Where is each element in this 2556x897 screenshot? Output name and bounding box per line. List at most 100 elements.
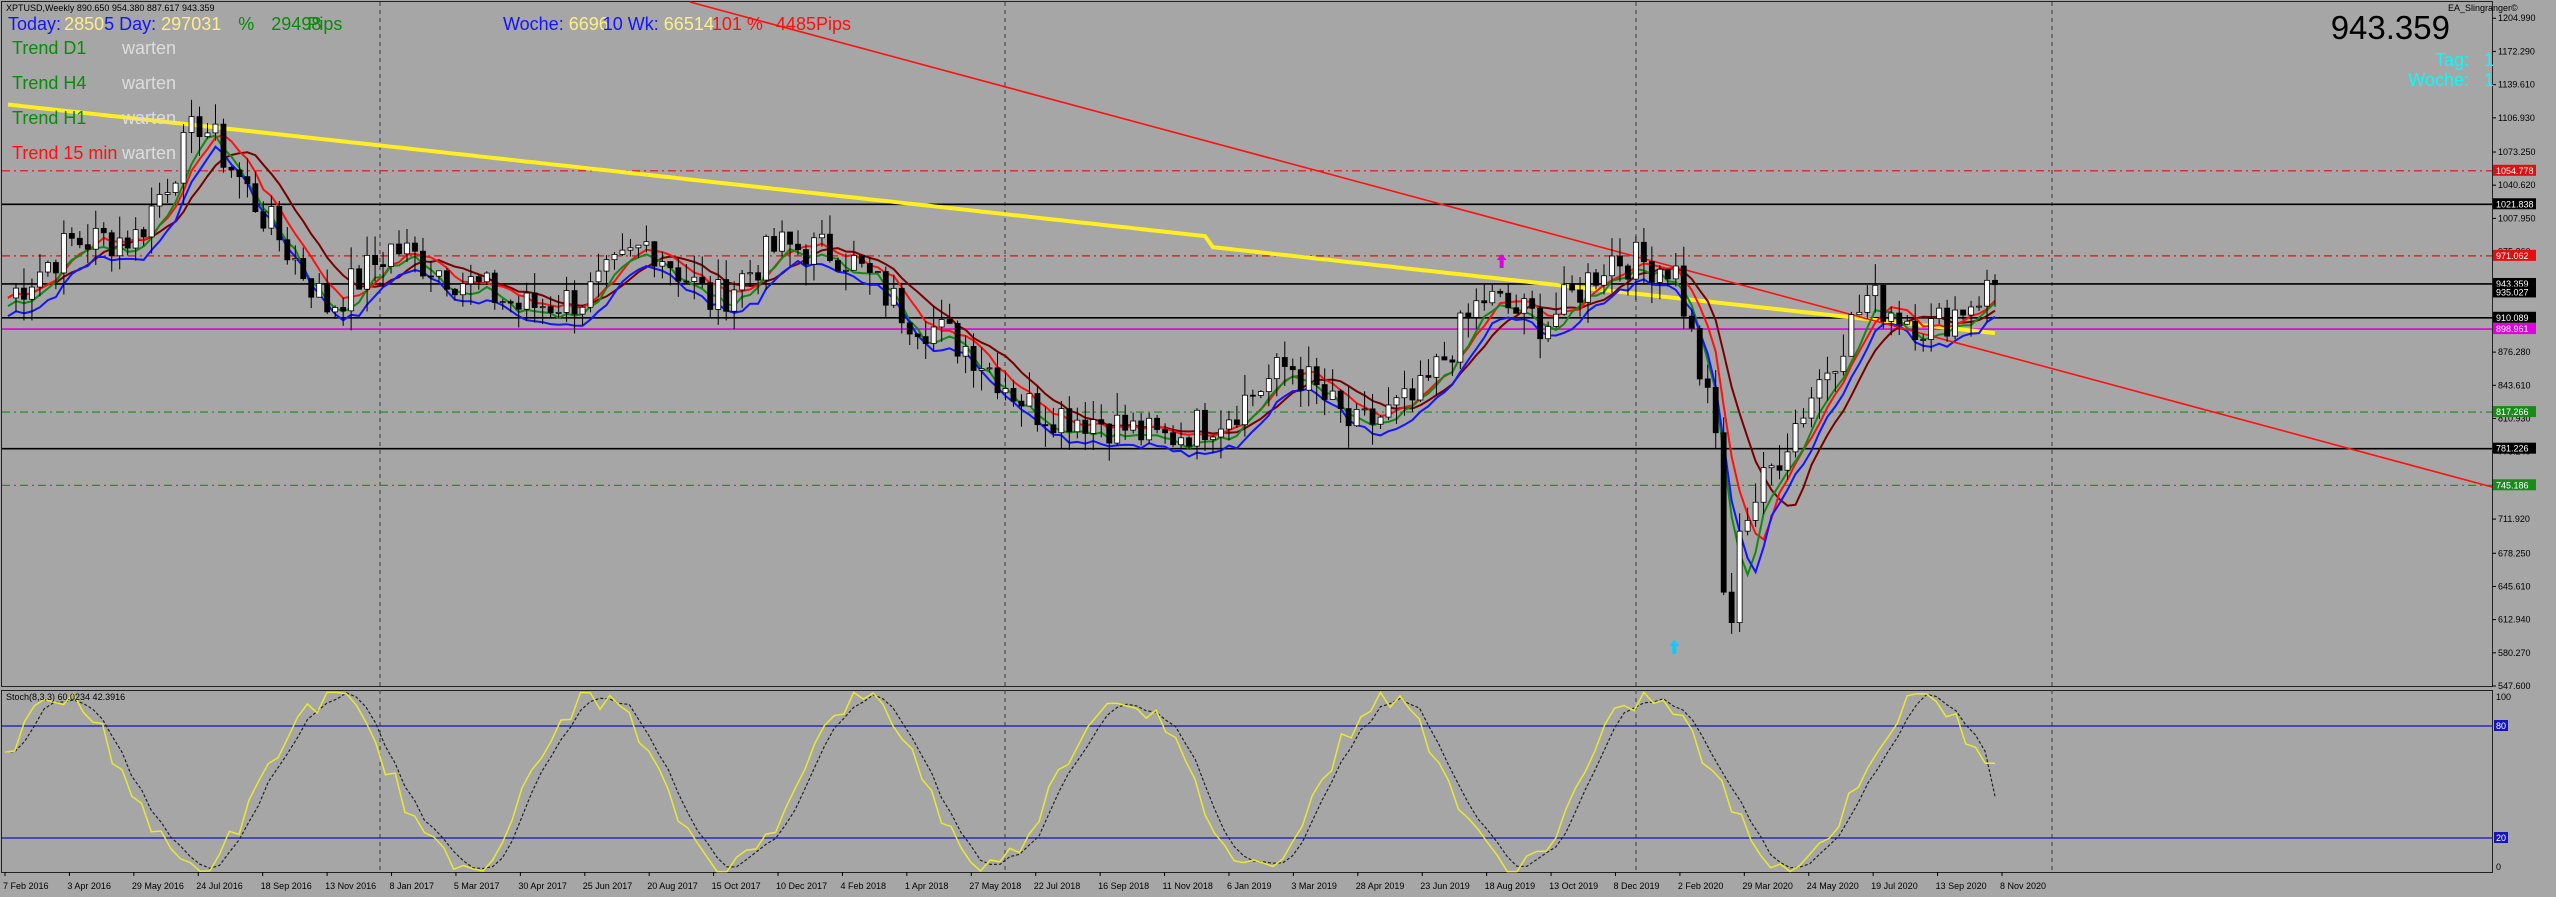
- day-pips: 2970: [161, 14, 202, 34]
- candle: [619, 233, 626, 256]
- date-tick-label: 18 Sep 2016: [261, 881, 312, 891]
- candle: [1146, 412, 1153, 444]
- level-label: 935.027: [2496, 287, 2529, 297]
- level-label-box: [2493, 323, 2536, 335]
- date-axis: 7 Feb 2016 3 Apr 2016 29 May 2016 24 Jul 20…: [3, 872, 2046, 891]
- candle: [1321, 368, 1328, 416]
- price-axis: 1204.990 1172.290 1139.610 1106.930 1073.250…: [2492, 13, 2536, 691]
- candle: [459, 272, 466, 307]
- candle: [1090, 400, 1097, 451]
- candle: [1361, 391, 1368, 416]
- date-tick-label: 24 Jul 2016: [196, 881, 243, 891]
- trend-label: Trend D1: [12, 38, 87, 58]
- candle: [412, 236, 418, 273]
- wk-pct: 101 %: [711, 14, 763, 34]
- candle: [1042, 406, 1049, 447]
- candle: [675, 258, 682, 297]
- candle: [1481, 283, 1488, 311]
- candle: [1401, 370, 1408, 416]
- candle: [1704, 364, 1711, 404]
- candle: [1609, 238, 1615, 293]
- candle: [1433, 353, 1440, 396]
- candle: [1377, 414, 1384, 429]
- candle: [1034, 386, 1041, 432]
- candle: [1265, 364, 1272, 407]
- candle: [1728, 572, 1735, 634]
- wk-label: 10 Wk:: [602, 14, 659, 34]
- candle: [1776, 445, 1783, 480]
- date-tick-label: 8 Nov 2020: [2000, 881, 2046, 891]
- arrow-up-icon: [1496, 254, 1507, 268]
- candle: [603, 255, 610, 288]
- candle: [1369, 394, 1376, 445]
- day-pct-sign: %: [238, 14, 255, 34]
- level-label: 971.062: [2496, 251, 2529, 261]
- candle: [316, 273, 323, 298]
- candle: [92, 210, 99, 266]
- candle: [659, 251, 666, 279]
- candle: [340, 297, 347, 326]
- candle: [962, 335, 969, 374]
- level-label-box: [2493, 479, 2536, 491]
- candle: [850, 240, 857, 271]
- candle: [1162, 423, 1168, 444]
- date-tick-label: 29 Mar 2020: [1742, 881, 1793, 891]
- candle: [180, 123, 187, 204]
- stoch-80-box: [2494, 720, 2508, 731]
- candle: [938, 299, 945, 342]
- woche-right-label: Woche:: [2408, 70, 2469, 90]
- candle: [1425, 359, 1432, 381]
- level-label: 817.266: [2496, 407, 2529, 417]
- level-label-box: [2493, 406, 2536, 418]
- candle: [1082, 402, 1089, 451]
- stoch-main-line: [4, 690, 1995, 873]
- candle: [156, 182, 163, 218]
- candle: [771, 227, 777, 254]
- candle: [1872, 264, 1879, 313]
- trendline[interactable]: [689, 1, 2493, 488]
- candle: [1449, 355, 1456, 376]
- candle: [1593, 269, 1599, 290]
- candle: [1218, 410, 1224, 459]
- candle: [451, 287, 458, 301]
- candle: [1688, 309, 1695, 332]
- candle: [1505, 284, 1512, 314]
- candle: [1202, 402, 1208, 451]
- candle: [882, 266, 889, 318]
- candle: [866, 256, 873, 295]
- candle: [707, 275, 714, 319]
- candle: [1936, 302, 1943, 325]
- woche-right-value: 1: [2483, 70, 2494, 90]
- candle: [651, 241, 658, 278]
- candle: [1281, 341, 1288, 387]
- candle: [507, 299, 514, 313]
- candle: [1026, 372, 1033, 407]
- candle: [994, 352, 1001, 400]
- candle: [1912, 304, 1919, 351]
- candle: [29, 278, 35, 321]
- candle: [1297, 356, 1304, 407]
- ma-darkred-line: [7, 151, 1996, 507]
- candle: [1473, 288, 1480, 329]
- ma-red-line: [7, 133, 1996, 541]
- stoch-20-box: [2494, 832, 2508, 843]
- candle: [1752, 483, 1759, 527]
- day-pips-label: Pips: [307, 14, 343, 34]
- candle: [1968, 300, 1974, 337]
- trend-state: warten: [122, 143, 177, 163]
- candle: [1888, 306, 1895, 336]
- candle: [946, 303, 953, 324]
- candle: [1497, 288, 1504, 298]
- tag-label: Tag:: [2434, 50, 2469, 70]
- candle: [324, 269, 331, 315]
- date-tick-label: 16 Sep 2018: [1098, 881, 1149, 891]
- candle: [531, 273, 538, 323]
- arrow-up-icon: [1669, 640, 1680, 654]
- date-tick-label: 13 Nov 2016: [325, 881, 376, 891]
- candle: [547, 296, 554, 319]
- main-chart-frame: [1, 1, 2493, 687]
- candle: [1744, 507, 1751, 536]
- candle: [1130, 412, 1137, 434]
- candle: [100, 222, 107, 246]
